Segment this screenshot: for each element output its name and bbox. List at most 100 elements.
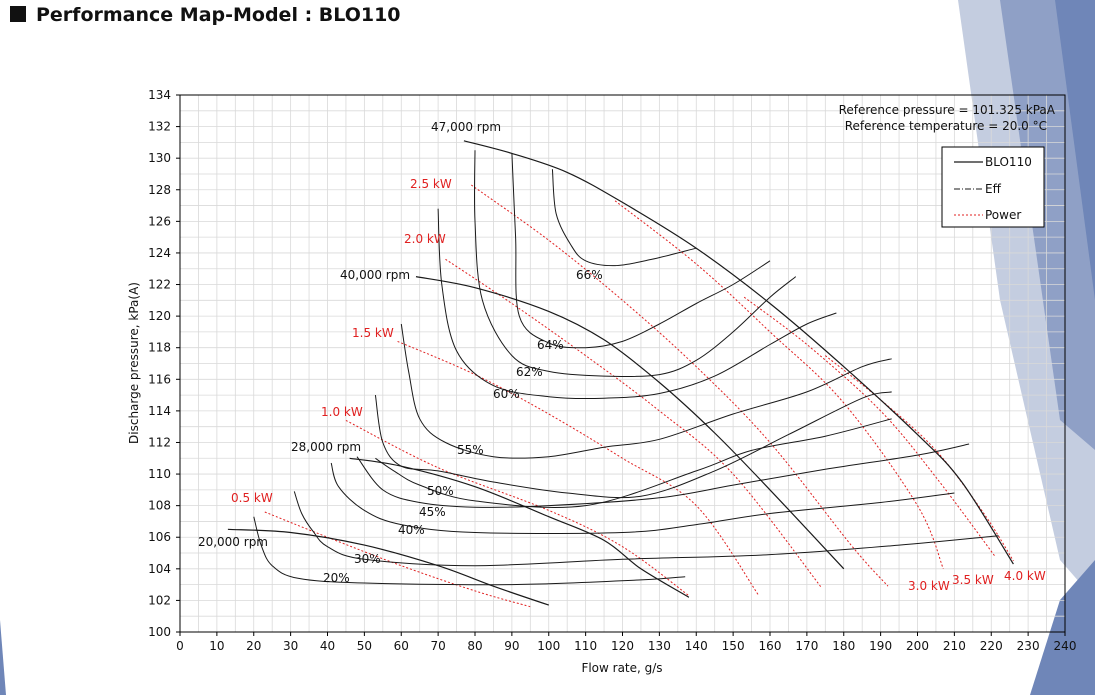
y-tick-label: 118 [148,341,171,355]
y-tick-label: 124 [148,246,171,260]
power-label-1-5kw: 1.5 kW [352,326,394,340]
x-axis-label: Flow rate, g/s [581,661,662,675]
speed-label-47000: 47,000 rpm [431,120,501,134]
x-tick-label: 100 [537,639,560,653]
x-tick-label: 190 [869,639,892,653]
x-tick-label: 140 [685,639,708,653]
legend-label-speed: BLO110 [985,155,1032,169]
efficiency-curve [551,169,697,267]
reference-pressure-note: Reference pressure = 101.325 kPaA [839,103,1056,117]
power-line [471,184,889,587]
power-label-3-0kw: 3.0 kW [908,579,950,593]
x-tick-label: 220 [980,639,1003,653]
eff-label-20: 20% [323,571,350,585]
decor-shape-dark [1055,0,1095,300]
efficiency-curve [473,150,797,378]
power-line [743,296,996,557]
power-line [345,419,690,597]
efficiency-curve [330,462,955,534]
power-line [824,355,1014,562]
speed-lines [227,140,1014,606]
y-tick-label: 102 [148,593,171,607]
x-tick-label: 10 [209,639,224,653]
x-tick-label: 80 [467,639,482,653]
y-tick-label: 110 [148,467,171,481]
efficiency-curve [293,491,999,567]
legend-label-eff: Eff [985,182,1002,196]
efficiency-curve [511,153,771,349]
power-line [614,200,944,569]
eff-label-55: 55% [457,443,484,457]
decor-shape-left [0,620,6,695]
x-tick-label: 230 [1017,639,1040,653]
y-tick-label: 128 [148,183,171,197]
y-tick-label: 108 [148,499,171,513]
eff-label-45: 45% [419,505,446,519]
speed-line [227,528,549,606]
efficiency-curve [437,208,837,400]
x-tick-label: 200 [906,639,929,653]
x-tick-label: 70 [430,639,445,653]
grid [180,95,1065,632]
power-line [445,258,822,589]
efficiency-curve [375,418,892,508]
speed-line [349,457,690,598]
y-tick-label: 132 [148,120,171,134]
y-axis-label: Discharge pressure, kPa(A) [127,282,141,444]
y-tick-label: 126 [148,214,171,228]
power-label-2-0kw: 2.0 kW [404,232,446,246]
x-tick-label: 130 [648,639,671,653]
efficiency-curve [356,443,970,508]
y-tick-label: 100 [148,625,171,639]
speed-label-40000: 40,000 rpm [340,268,410,282]
legend-label-power: Power [985,208,1021,222]
efficiency-curve [253,516,686,586]
eff-label-30: 30% [354,552,381,566]
speed-line [415,276,845,570]
x-tick-label: 40 [320,639,335,653]
page-title: Performance Map-Model : BLO110 [10,4,401,26]
eff-label-62: 62% [516,365,543,379]
reference-temperature-note: Reference temperature = 20.0 °C [845,119,1047,133]
legend-box [941,146,1045,228]
speed-label-28000: 28,000 rpm [291,440,361,454]
efficiency-curve [400,323,892,459]
x-tick-label: 180 [832,639,855,653]
x-tick-label: 170 [795,639,818,653]
eff-label-64: 64% [537,338,564,352]
y-tick-label: 114 [148,404,171,418]
eff-label-60: 60% [493,387,520,401]
x-tick-label: 110 [574,639,597,653]
power-label-0-5kw: 0.5 kW [231,491,273,505]
power-line [264,511,531,608]
power-label-1-0kw: 1.0 kW [321,405,363,419]
power-label-3-5kw: 3.5 kW [952,573,994,587]
x-tick-label: 60 [394,639,409,653]
x-tick-label: 30 [283,639,298,653]
y-tick-label: 106 [148,530,171,544]
x-tick-label: 210 [943,639,966,653]
title-square-icon [10,6,26,22]
efficiency-curves [253,150,999,586]
y-tick-label: 116 [148,372,171,386]
y-tick-label: 104 [148,562,171,576]
x-tick-label: 20 [246,639,261,653]
speed-line [463,140,1014,565]
power-line [397,340,760,596]
y-tick-label: 134 [148,88,171,102]
power-lines [264,184,1014,608]
y-tick-label: 130 [148,151,171,165]
legend: BLO110 Eff Power [941,146,1045,228]
x-tick-label: 120 [611,639,634,653]
x-tick-label: 90 [504,639,519,653]
eff-label-50: 50% [427,484,454,498]
power-label-2-5kw: 2.5 kW [410,177,452,191]
x-tick-label: 160 [759,639,782,653]
y-tick-labels: 100 102 104 106 108 110 112 114 116 118 120 122 124 1… [148,88,180,639]
x-tick-label: 240 [1054,639,1077,653]
efficiency-curve [374,391,892,499]
y-tick-label: 120 [148,309,171,323]
speed-label-20000: 20,000 rpm [198,535,268,549]
power-label-4-0kw: 4.0 kW [1004,569,1046,583]
